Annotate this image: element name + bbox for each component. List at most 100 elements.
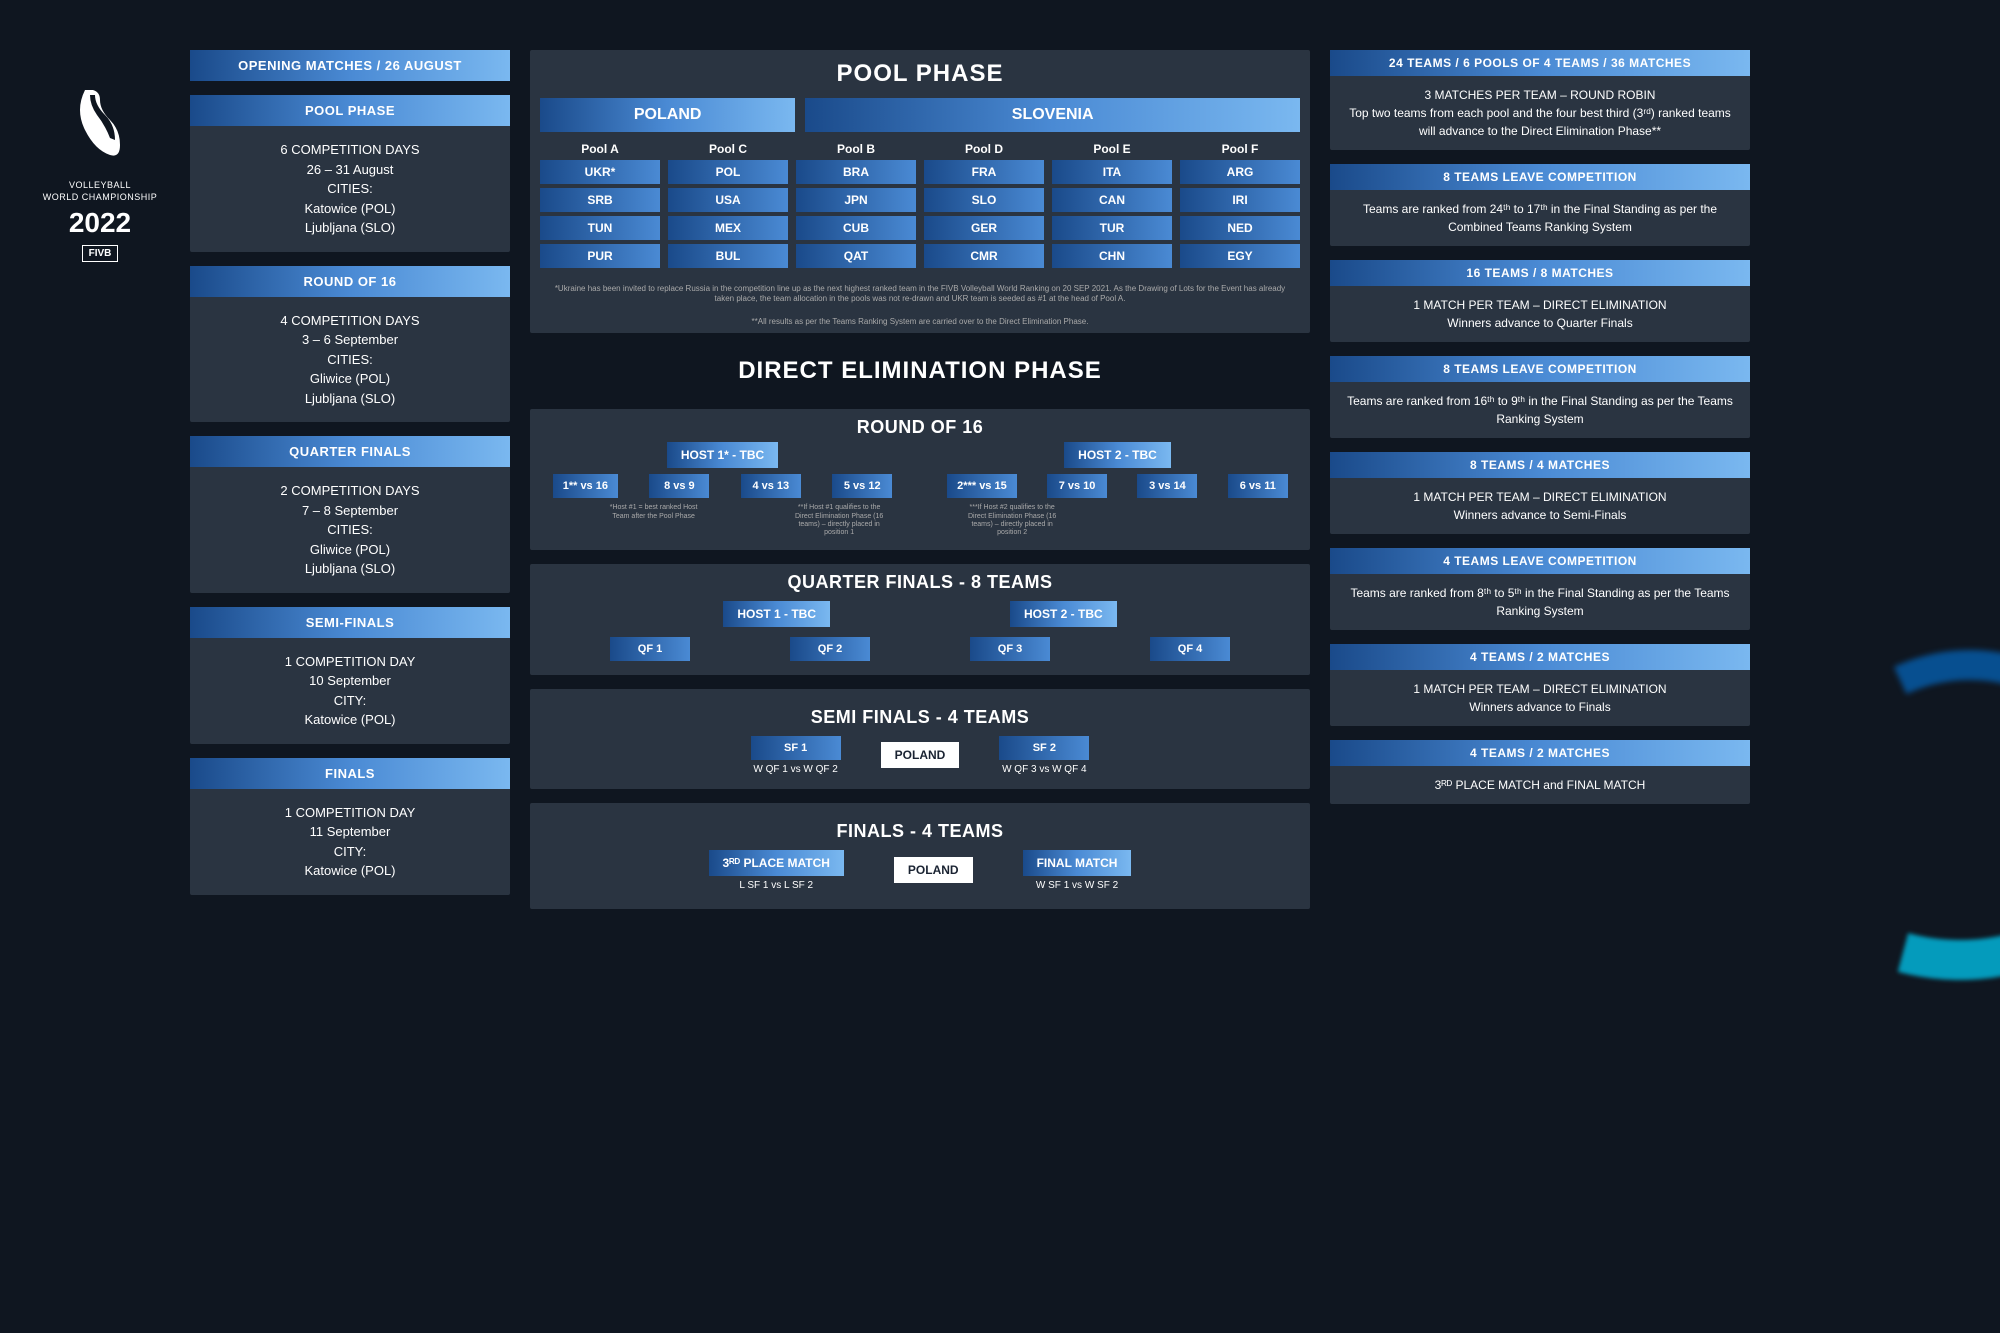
right-header-0: 24 TEAMS / 6 POOLS OF 4 TEAMS / 36 MATCH…: [1330, 50, 1750, 76]
left-body-4: 1 COMPETITION DAY10 SeptemberCITY:Katowi…: [190, 638, 510, 744]
pool-note2: **All results as per the Teams Ranking S…: [530, 311, 1310, 333]
left-header-1: POOL PHASE: [190, 95, 510, 126]
r16-m2-1: 7 vs 10: [1047, 474, 1107, 498]
left-box-2: ROUND OF 164 COMPETITION DAYS3 – 6 Septe…: [190, 266, 510, 423]
pool-hosts: POLANDSLOVENIA: [530, 98, 1310, 132]
team-2-1: JPN: [796, 188, 916, 212]
right-box-5: 4 TEAMS LEAVE COMPETITIONTeams are ranke…: [1330, 548, 1750, 630]
pool-note1: *Ukraine has been invited to replace Rus…: [530, 278, 1310, 311]
right-column: 24 TEAMS / 6 POOLS OF 4 TEAMS / 36 MATCH…: [1330, 50, 1750, 909]
r16-note1: *Host #1 = best ranked Host Team after t…: [609, 504, 699, 538]
team-3-1: SLO: [924, 188, 1044, 212]
right-box-6: 4 TEAMS / 2 MATCHES1 MATCH PER TEAM – DI…: [1330, 644, 1750, 726]
qf-title: QUARTER FINALS - 8 TEAMS: [530, 564, 1310, 601]
logo-org: FIVB: [82, 245, 119, 262]
team-1-0: POL: [668, 160, 788, 184]
left-box-1: POOL PHASE6 COMPETITION DAYS26 – 31 Augu…: [190, 95, 510, 252]
fin-final: FINAL MATCH: [1023, 850, 1132, 876]
right-box-1: 8 TEAMS LEAVE COMPETITIONTeams are ranke…: [1330, 164, 1750, 246]
r16-host1: HOST 1* - TBC: [667, 442, 778, 468]
team-3-3: CMR: [924, 244, 1044, 268]
team-3-2: GER: [924, 216, 1044, 240]
pool-5: Pool FARGIRINEDEGY: [1180, 138, 1300, 272]
team-2-2: CUB: [796, 216, 916, 240]
team-3-0: FRA: [924, 160, 1044, 184]
pool-title: POOL PHASE: [530, 50, 1310, 98]
pool-1: Pool CPOLUSAMEXBUL: [668, 138, 788, 272]
team-0-3: PUR: [540, 244, 660, 268]
pool-phase-panel: POOL PHASE POLANDSLOVENIA Pool AUKR*SRBT…: [530, 50, 1310, 333]
r16-host2: HOST 2 - TBC: [1064, 442, 1171, 468]
pool-name-0: Pool A: [540, 138, 660, 160]
logo-year: 2022: [30, 207, 170, 239]
right-header-4: 8 TEAMS / 4 MATCHES: [1330, 452, 1750, 478]
r16-m1-1: 8 vs 9: [649, 474, 709, 498]
left-header-3: QUARTER FINALS: [190, 436, 510, 467]
left-body-5: 1 COMPETITION DAY11 SeptemberCITY:Katowi…: [190, 789, 510, 895]
sf-match-2: SF 2: [999, 736, 1089, 760]
right-body-2: 1 MATCH PER TEAM – DIRECT ELIMINATIONWin…: [1330, 286, 1750, 342]
right-header-3: 8 TEAMS LEAVE COMPETITION: [1330, 356, 1750, 382]
team-1-2: MEX: [668, 216, 788, 240]
left-header-5: FINALS: [190, 758, 510, 789]
elim-title: DIRECT ELIMINATION PHASE: [530, 347, 1310, 395]
fin-loc: POLAND: [894, 857, 973, 883]
left-body-2: 4 COMPETITION DAYS3 – 6 SeptemberCITIES:…: [190, 297, 510, 423]
sf-match-1: SF 1: [751, 736, 841, 760]
left-box-0: OPENING MATCHES / 26 AUGUST: [190, 50, 510, 81]
right-body-3: Teams are ranked from 16ᵗʰ to 9ᵗʰ in the…: [1330, 382, 1750, 438]
r16-title: ROUND OF 16: [530, 409, 1310, 446]
pool-name-4: Pool E: [1052, 138, 1172, 160]
pool-3: Pool DFRASLOGERCMR: [924, 138, 1044, 272]
right-body-6: 1 MATCH PER TEAM – DIRECT ELIMINATIONWin…: [1330, 670, 1750, 726]
team-4-0: ITA: [1052, 160, 1172, 184]
logo-block: VOLLEYBALL WORLD CHAMPIONSHIP 2022 FIVB: [30, 50, 170, 909]
pool-name-5: Pool F: [1180, 138, 1300, 160]
sf-lbl-2: W QF 3 vs W QF 4: [999, 764, 1089, 775]
fin-lbl-2: W SF 1 vs W SF 2: [1023, 880, 1132, 891]
qf-host2: HOST 2 - TBC: [1010, 601, 1117, 627]
left-box-5: FINALS1 COMPETITION DAY11 SeptemberCITY:…: [190, 758, 510, 895]
logo-line1: VOLLEYBALL: [30, 180, 170, 192]
team-0-1: SRB: [540, 188, 660, 212]
pool-name-1: Pool C: [668, 138, 788, 160]
left-header-2: ROUND OF 16: [190, 266, 510, 297]
right-body-7: 3ᴿᴰ PLACE MATCH and FINAL MATCH: [1330, 766, 1750, 804]
r16-panel: ROUND OF 16 HOST 1* - TBC 1** vs 168 vs …: [530, 409, 1310, 550]
left-box-4: SEMI-FINALS1 COMPETITION DAY10 September…: [190, 607, 510, 744]
pool-0: Pool AUKR*SRBTUNPUR: [540, 138, 660, 272]
left-body-3: 2 COMPETITION DAYS7 – 8 SeptemberCITIES:…: [190, 467, 510, 593]
pool-4: Pool EITACANTURCHN: [1052, 138, 1172, 272]
r16-m1-2: 4 vs 13: [741, 474, 801, 498]
logo-line2: WORLD CHAMPIONSHIP: [30, 192, 170, 204]
team-4-3: CHN: [1052, 244, 1172, 268]
right-header-7: 4 TEAMS / 2 MATCHES: [1330, 740, 1750, 766]
r16-m1-3: 5 vs 12: [832, 474, 892, 498]
r16-m2-0: 2*** vs 15: [947, 474, 1017, 498]
finals-panel: FINALS - 4 TEAMS 3ᴿᴰ PLACE MATCH L SF 1 …: [530, 803, 1310, 909]
sf-loc: POLAND: [881, 742, 960, 768]
pool-host-0: POLAND: [540, 98, 795, 132]
right-box-4: 8 TEAMS / 4 MATCHES1 MATCH PER TEAM – DI…: [1330, 452, 1750, 534]
right-box-3: 8 TEAMS LEAVE COMPETITIONTeams are ranke…: [1330, 356, 1750, 438]
pools-grid: Pool AUKR*SRBTUNPURPool CPOLUSAMEXBULPoo…: [530, 132, 1310, 278]
fin-title: FINALS - 4 TEAMS: [530, 813, 1310, 850]
team-4-1: CAN: [1052, 188, 1172, 212]
right-body-1: Teams are ranked from 24ᵗʰ to 17ᵗʰ in th…: [1330, 190, 1750, 246]
right-body-5: Teams are ranked from 8ᵗʰ to 5ᵗʰ in the …: [1330, 574, 1750, 630]
team-2-3: QAT: [796, 244, 916, 268]
pool-name-2: Pool B: [796, 138, 916, 160]
left-box-3: QUARTER FINALS2 COMPETITION DAYS7 – 8 Se…: [190, 436, 510, 593]
right-body-4: 1 MATCH PER TEAM – DIRECT ELIMINATIONWin…: [1330, 478, 1750, 534]
team-1-1: USA: [668, 188, 788, 212]
qf-panel: QUARTER FINALS - 8 TEAMS HOST 1 - TBC HO…: [530, 564, 1310, 675]
right-header-1: 8 TEAMS LEAVE COMPETITION: [1330, 164, 1750, 190]
qf-host1: HOST 1 - TBC: [723, 601, 830, 627]
sf-panel: SEMI FINALS - 4 TEAMS SF 1 W QF 1 vs W Q…: [530, 689, 1310, 789]
sf-lbl-1: W QF 1 vs W QF 2: [751, 764, 841, 775]
sf-title: SEMI FINALS - 4 TEAMS: [530, 699, 1310, 736]
r16-m2-2: 3 vs 14: [1137, 474, 1197, 498]
right-box-2: 16 TEAMS / 8 MATCHES1 MATCH PER TEAM – D…: [1330, 260, 1750, 342]
left-column: OPENING MATCHES / 26 AUGUST POOL PHASE6 C…: [190, 50, 510, 909]
qf-match-0: QF 1: [610, 637, 690, 661]
